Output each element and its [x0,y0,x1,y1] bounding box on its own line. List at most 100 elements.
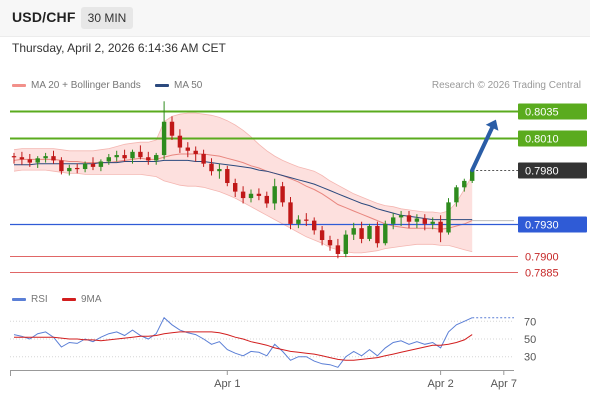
rsi-tick-label: 50 [524,334,536,346]
legend-rsi: RSI [12,294,48,305]
pivot-label: 0.7930 [525,220,559,232]
support-label: 0.7900 [525,252,559,264]
candle-down [264,195,269,204]
candle-down [359,228,364,239]
candle-down [335,245,341,254]
candle-up [154,155,159,161]
candle-down [240,191,246,199]
candle-down [288,202,293,224]
timeframe-button[interactable]: 30 MIN [81,7,133,29]
candle-up [248,193,254,199]
candle-up [272,186,277,204]
candle-down [406,215,412,222]
support-label: 0.7885 [525,268,559,280]
candle-down [256,193,262,196]
rsi-tick-label: 30 [524,352,536,364]
legend-bollinger: MA 20 + Bollinger Bands [12,80,141,91]
candle-down [304,219,309,221]
resistance-label: 0.8010 [525,134,559,146]
candle-down [90,163,96,167]
resistance-label: 0.8035 [525,107,559,119]
last-price-label-box [518,162,587,179]
candle-up [470,170,475,181]
ma50-legend-label: MA 50 [174,80,203,91]
ma50-swatch-icon [155,83,169,87]
candle-down [51,156,56,161]
resistance-label-box [518,130,587,147]
candle-up [351,228,356,235]
bollinger-swatch-icon [12,83,26,87]
candle-down [177,135,183,148]
candle-down [327,239,333,246]
candle-up [391,217,396,224]
candle-up [398,215,404,218]
x-tick-label: Apr 1 [214,378,240,390]
candle-up [67,167,72,172]
candle-up [35,158,40,163]
candle-up [161,121,167,156]
bollinger-band-area [14,113,473,253]
candle-down [19,157,25,160]
candle-up [217,169,222,172]
rsi-line [13,316,473,368]
pivot-label-box [518,216,587,233]
candle-down [225,169,230,184]
candle-down [312,220,317,231]
candle-up [430,221,435,224]
candle-up [106,157,111,162]
candle-down [75,167,80,170]
timestamp: Thursday, April 2, 2026 6:14:36 AM CET [12,41,226,55]
legend-ma50: MA 50 [155,80,202,91]
candle-up [367,226,372,239]
bollinger-legend-label: MA 20 + Bollinger Bands [31,80,141,91]
forecast-arrow-head-icon [485,119,499,131]
candle-up [296,219,301,224]
symbol-label: USD/CHF [12,9,76,25]
last-price-label: 0.7980 [525,166,559,178]
candle-down [193,150,198,154]
candle-up [98,161,104,167]
candle-up [454,187,459,203]
candle-down [185,147,190,151]
candle-down [138,151,143,158]
candle-up [43,156,48,159]
candle-down [375,226,380,244]
resistance-label-box [518,103,587,120]
candle-down [319,230,325,240]
candle-up [114,155,119,158]
candle-down [59,160,64,172]
x-tick-label: Apr 7 [491,378,517,390]
candle-up [130,151,135,159]
candle-down [422,218,427,224]
rsi-tick-label: 70 [524,316,536,328]
candle-up [414,218,420,222]
candle-up [383,223,388,244]
rsi-swatch-icon [12,297,26,301]
legend-9ma: 9MA [62,294,102,305]
bollinger-upper-line [13,112,473,214]
candle-down [209,163,214,172]
x-tick-label: Apr 2 [427,378,453,390]
candle-down [201,153,206,164]
rsi-9ma-line [14,331,473,361]
candle-up [462,180,467,188]
ma20-line [13,153,473,230]
candle-down [146,157,151,161]
candle-down [11,156,17,158]
candle-up [446,202,451,233]
forecast-arrow-line [470,125,495,173]
candle-up [82,163,88,170]
ma9-legend-label: 9MA [81,294,102,305]
ma50-line [14,159,473,221]
candle-down [169,121,175,136]
candle-down [122,155,127,159]
candle-down [233,183,238,192]
candle-down [27,159,32,163]
candle-down [280,186,285,203]
title-bar: USD/CHF 30 MIN [0,0,590,37]
credit-text: Research © 2026 Trading Central [431,80,581,91]
ma9-swatch-icon [62,297,76,301]
rsi-legend-label: RSI [31,294,48,305]
candle-down [438,221,443,233]
